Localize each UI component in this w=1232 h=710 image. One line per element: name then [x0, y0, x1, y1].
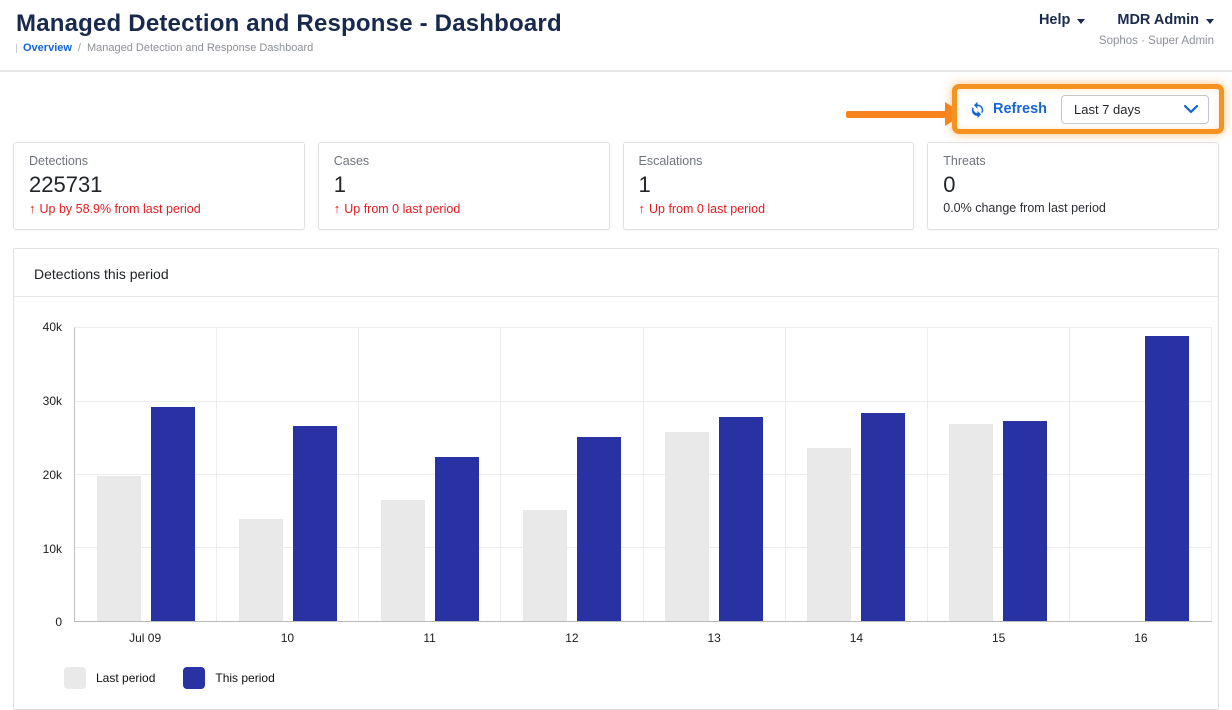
- bar-this-period-5[interactable]: [861, 413, 906, 622]
- breadcrumb: Overview / Managed Detection and Respons…: [16, 42, 1216, 54]
- stat-delta: ↑ Up from 0 last period: [638, 201, 766, 217]
- chart-y-axis: 0 10k 20k 30k 40k: [14, 320, 74, 629]
- stat-card-detections: Detections 225731 ↑ Up by 58.9% from las…: [13, 142, 305, 231]
- account-menu[interactable]: MDR Admin: [1117, 12, 1214, 28]
- up-arrow-icon: ↑: [333, 201, 341, 217]
- up-arrow-icon: ↑: [29, 201, 36, 217]
- detections-chart-card: Detections this period 0 10k 20k 30k 40k…: [13, 248, 1219, 710]
- chart-group-16: [1070, 328, 1211, 622]
- chart-group-15: [928, 328, 1070, 622]
- bar-this-period-7[interactable]: [1145, 336, 1190, 622]
- annotation-arrow: [846, 102, 964, 126]
- x-tick-label: 16: [1134, 631, 1148, 646]
- stat-card-cases: Cases 1 ↑ Up from 0 last period: [317, 142, 610, 231]
- x-tick-label: Jul 09: [129, 631, 162, 646]
- x-tick-label: 12: [565, 631, 579, 646]
- bar-this-period-6[interactable]: [1003, 421, 1048, 622]
- legend-item-this-period[interactable]: This period: [183, 667, 275, 690]
- legend-swatch-last-period: [64, 667, 86, 690]
- y-tick-label: 0: [55, 615, 62, 630]
- stat-delta: ↑ Up from 0 last period: [333, 201, 461, 217]
- up-arrow-icon: ↑: [638, 201, 646, 217]
- refresh-button[interactable]: Refresh: [969, 101, 1047, 118]
- chart-group-jul-09: [75, 328, 218, 622]
- stat-delta: ↑ Up by 58.9% from last period: [29, 201, 201, 217]
- chart-group-10: [217, 328, 360, 622]
- breadcrumb-current: Managed Detection and Response Dashboard: [86, 42, 314, 54]
- subaccount-text: Sophos · Super Admin: [1098, 35, 1214, 47]
- bar-this-period-4[interactable]: [719, 416, 764, 622]
- stat-value: 225731: [29, 172, 103, 197]
- bar-this-period-1[interactable]: [292, 426, 337, 622]
- help-menu-label: Help: [1038, 12, 1071, 28]
- stat-label: Escalations: [638, 154, 703, 168]
- chart-group-12: [501, 328, 644, 622]
- stat-label: Threats: [943, 154, 986, 168]
- chart-legend: Last period This period: [64, 667, 1218, 690]
- page-header: Managed Detection and Response - Dashboa…: [0, 0, 1232, 72]
- chart-body: 0 10k 20k 30k 40k: [14, 297, 1218, 629]
- y-tick-label: 20k: [42, 467, 62, 482]
- caret-down-icon: [1077, 18, 1086, 24]
- header-right: Help MDR Admin Sophos · Super Admin: [1039, 12, 1214, 47]
- chart-x-labels: Jul 09 10 11 12 13 14 15 16: [74, 631, 1212, 645]
- stat-label: Detections: [29, 154, 89, 168]
- chart-group-14: [786, 328, 928, 622]
- x-tick-label: 11: [423, 631, 436, 646]
- stat-cards-row: Detections 225731 ↑ Up by 58.9% from las…: [13, 142, 1219, 231]
- chevron-down-icon: [1184, 104, 1198, 114]
- x-tick-label: 14: [849, 631, 864, 646]
- refresh-icon: [969, 101, 986, 118]
- legend-label: Last period: [96, 671, 156, 686]
- legend-item-last-period[interactable]: Last period: [64, 667, 156, 690]
- account-menu-label: MDR Admin: [1117, 12, 1199, 28]
- stat-label: Cases: [333, 154, 370, 168]
- x-tick-label: 10: [280, 631, 295, 646]
- toolbar: Refresh Last 7 days: [0, 72, 1232, 142]
- stat-card-escalations: Escalations 1 ↑ Up from 0 last period: [622, 142, 915, 231]
- y-tick-label: 10k: [42, 541, 62, 556]
- bar-last-period-4[interactable]: [665, 431, 710, 622]
- annotation-highlight-box: Refresh Last 7 days: [952, 84, 1224, 134]
- date-range-selected-value: Last 7 days: [1074, 101, 1141, 117]
- legend-swatch-this-period: [183, 667, 206, 690]
- bar-this-period-0[interactable]: [150, 407, 195, 622]
- page-title: Managed Detection and Response - Dashboa…: [16, 10, 562, 37]
- bar-last-period-1[interactable]: [238, 519, 283, 622]
- chart-group-11: [359, 328, 502, 622]
- chart-plot: [74, 327, 1212, 623]
- legend-label: This period: [215, 671, 275, 686]
- chart-group-13: [644, 328, 786, 622]
- y-tick-label: 40k: [42, 320, 62, 335]
- bar-last-period-0[interactable]: [96, 475, 141, 622]
- breadcrumb-separator: /: [77, 42, 81, 54]
- stat-value: 1: [638, 172, 651, 197]
- bar-last-period-3[interactable]: [522, 509, 567, 622]
- bar-last-period-5[interactable]: [807, 448, 852, 622]
- caret-down-icon: [1206, 18, 1214, 24]
- breadcrumb-link-overview[interactable]: Overview: [23, 42, 72, 54]
- stat-card-threats: Threats 0 0.0% change from last period: [927, 142, 1219, 231]
- refresh-button-label: Refresh: [993, 101, 1047, 117]
- chart-title: Detections this period: [14, 249, 1218, 298]
- x-tick-label: 15: [991, 631, 1006, 646]
- stat-delta: 0.0% change from last period: [943, 201, 1106, 216]
- bar-this-period-3[interactable]: [576, 436, 621, 622]
- y-tick-label: 30k: [42, 394, 62, 409]
- bar-last-period-6[interactable]: [949, 423, 994, 622]
- x-tick-label: 13: [707, 631, 721, 646]
- help-menu[interactable]: Help: [1038, 12, 1086, 28]
- stat-value: 0: [943, 172, 956, 197]
- breadcrumb-tick: [16, 43, 17, 53]
- stat-value: 1: [333, 172, 346, 197]
- bar-last-period-2[interactable]: [380, 500, 425, 622]
- bar-this-period-2[interactable]: [434, 457, 479, 622]
- date-range-select[interactable]: Last 7 days: [1061, 94, 1209, 124]
